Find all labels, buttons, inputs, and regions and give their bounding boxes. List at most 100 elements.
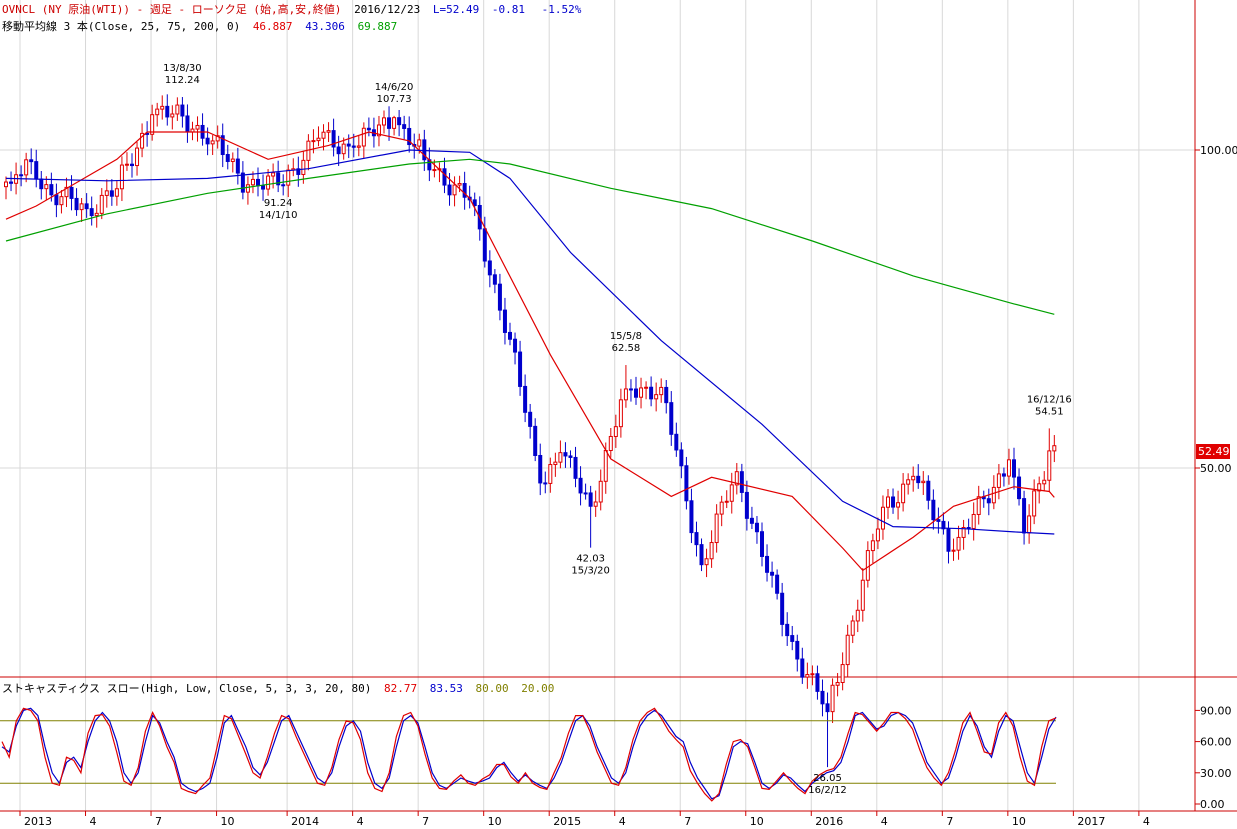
candle-body xyxy=(286,169,291,186)
candle-body xyxy=(991,486,996,504)
date-tick-label: 7 xyxy=(684,815,691,828)
candle-body xyxy=(699,544,704,566)
candle-body xyxy=(694,532,699,546)
candle-body xyxy=(865,550,870,581)
candle-body xyxy=(1022,498,1027,534)
candle-body xyxy=(69,186,74,199)
candle-body xyxy=(276,172,281,186)
candle-body xyxy=(1047,450,1052,481)
candle-body xyxy=(805,674,810,678)
moving-average-ma75 xyxy=(5,149,1055,535)
candle-body xyxy=(845,634,850,666)
candle-body xyxy=(598,480,603,503)
candle-body xyxy=(341,143,346,155)
candle-body xyxy=(124,163,129,166)
candle-body xyxy=(351,145,356,148)
candle-body xyxy=(744,491,749,519)
candle-body xyxy=(639,387,644,398)
candle-body xyxy=(119,164,124,190)
candle-body xyxy=(724,500,729,503)
candle-body xyxy=(754,522,759,533)
candle-body xyxy=(926,480,931,501)
candle-body xyxy=(457,183,462,186)
annotation-label: 42.03 xyxy=(576,554,605,565)
date-tick-label: 2015 xyxy=(553,815,581,828)
candle-body xyxy=(9,181,14,184)
candle-body xyxy=(780,592,785,625)
candle-body xyxy=(1006,459,1011,477)
date-tick-label: 7 xyxy=(155,815,162,828)
stoch-d-value: 83.53 xyxy=(430,682,463,695)
date-tick-label: 4 xyxy=(1143,815,1150,828)
candle-body xyxy=(99,194,104,214)
annotation-label: 112.24 xyxy=(165,75,200,86)
annotation-label: 16/12/16 xyxy=(1027,394,1072,405)
candle-body xyxy=(518,351,523,387)
candle-body xyxy=(39,178,44,190)
candle-body xyxy=(790,635,795,642)
candle-body xyxy=(664,386,669,404)
candle-body xyxy=(891,496,896,508)
date-tick-label: 4 xyxy=(881,815,888,828)
candle-body xyxy=(281,184,286,187)
grid xyxy=(0,0,1195,811)
candle-body xyxy=(634,388,638,398)
candle-body xyxy=(628,388,633,391)
ma200-value: 69.887 xyxy=(358,20,398,33)
candle-body xyxy=(94,212,99,217)
candle-body xyxy=(1042,479,1047,485)
candle-body xyxy=(215,135,220,142)
header-line2: 移動平均線 3 本(Close, 25, 75, 200, 0) 46.887 … xyxy=(2,19,397,33)
candle-body xyxy=(266,175,271,190)
candle-body xyxy=(114,188,119,197)
candle-body xyxy=(382,117,386,126)
stoch-tick-label: 60.00 xyxy=(1200,736,1232,749)
candle-body xyxy=(825,703,830,713)
candle-body xyxy=(170,113,175,118)
candle-body xyxy=(240,172,245,193)
candle-body xyxy=(230,158,235,162)
date-tick-label: 4 xyxy=(357,815,364,828)
annotation-label: 62.58 xyxy=(612,343,641,354)
candle-body xyxy=(553,461,558,466)
candle-body xyxy=(24,159,29,176)
candle-body xyxy=(835,682,840,686)
date-tick-label: 2016 xyxy=(815,815,843,828)
candle-body xyxy=(659,386,664,396)
candle-body xyxy=(760,531,764,557)
stoch-label: ストキャスティクス スロー(High, Low, Close, 5, 3, 3,… xyxy=(2,682,371,695)
candle-body xyxy=(210,140,215,145)
candle-body xyxy=(301,159,306,175)
candle-body xyxy=(749,517,754,524)
candlesticks xyxy=(4,94,1057,768)
candle-body xyxy=(256,178,260,187)
candle-body xyxy=(654,394,659,400)
candle-body xyxy=(770,571,775,576)
candle-body xyxy=(165,105,170,118)
annotation-label: 14/6/20 xyxy=(375,82,414,93)
candle-body xyxy=(79,203,84,211)
candle-body xyxy=(175,104,180,115)
candle-body xyxy=(850,620,855,636)
candle-body xyxy=(603,450,608,482)
candle-body xyxy=(397,117,402,126)
candle-body xyxy=(205,137,210,145)
date-tick-label: 2014 xyxy=(291,815,319,828)
stoch-k-value: 82.77 xyxy=(384,682,417,695)
stoch-line-d xyxy=(1,707,1057,800)
candle-body xyxy=(886,496,890,508)
candle-body xyxy=(548,464,553,484)
candle-body xyxy=(492,274,497,285)
candle-body xyxy=(155,108,160,116)
candle-body xyxy=(931,499,936,521)
candle-body xyxy=(734,471,739,486)
candle-body xyxy=(644,386,649,389)
candle-body xyxy=(830,684,835,713)
candle-body xyxy=(130,163,134,167)
candle-body xyxy=(4,181,8,188)
candle-body xyxy=(432,169,437,172)
candle-body xyxy=(870,540,875,552)
candle-body xyxy=(906,479,911,485)
